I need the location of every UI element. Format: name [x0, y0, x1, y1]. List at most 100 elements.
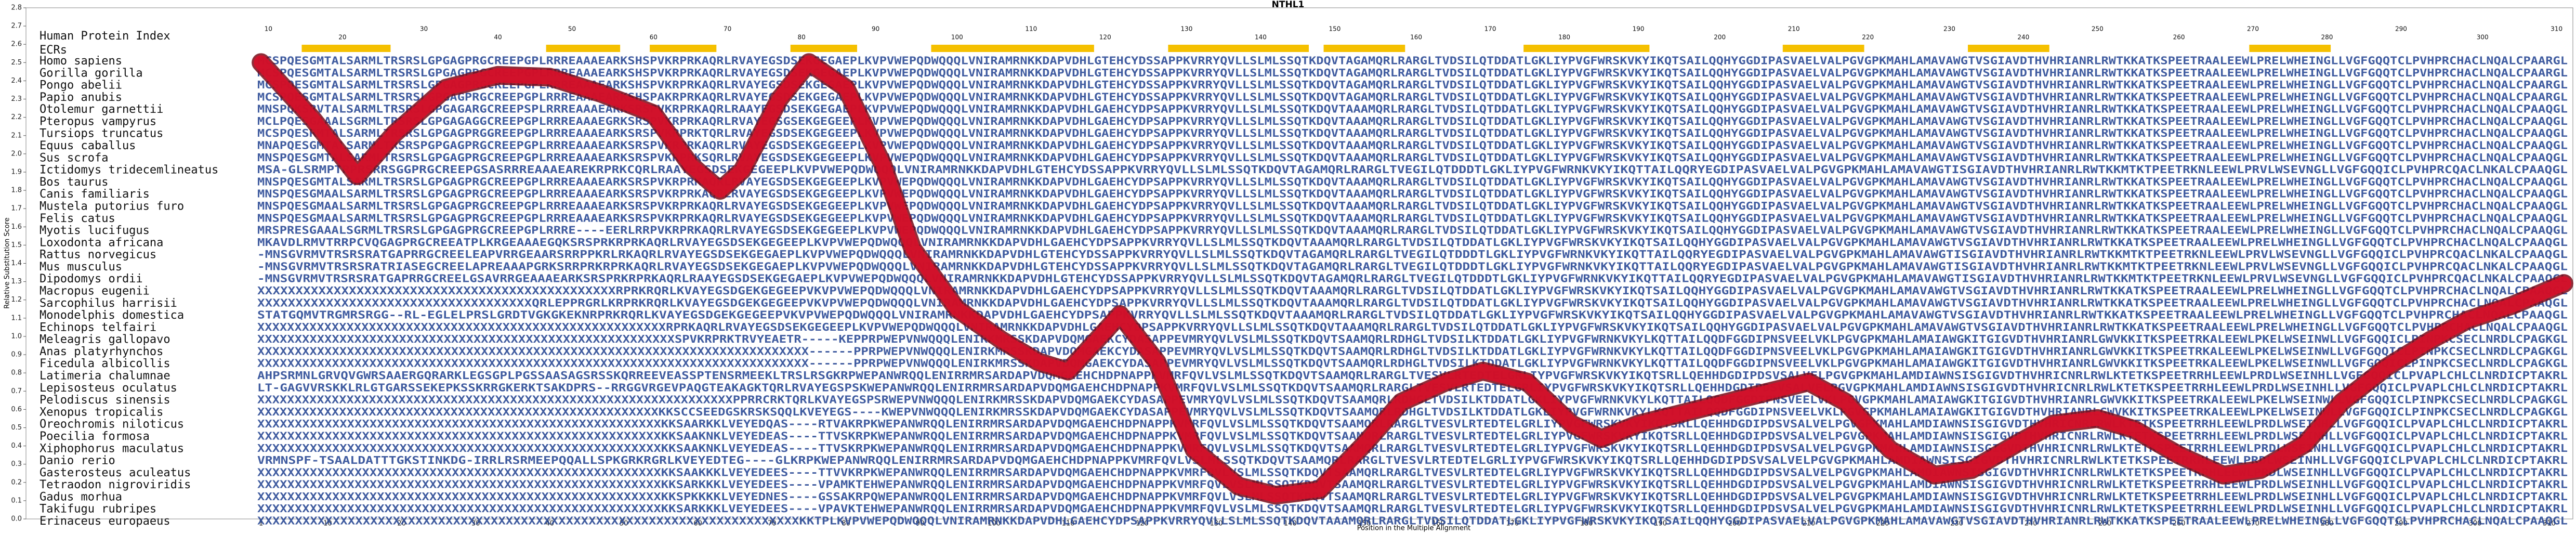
- human-index-number: 40: [494, 34, 502, 41]
- sequence: XXXXXXXXXXXXXXXXXXXXXXXXXXXXXXXXXXXXXXXX…: [257, 515, 2568, 527]
- species-label: Poecilia formosa: [40, 430, 150, 443]
- species-label: Mus musculus: [40, 261, 122, 274]
- species-label: Ictidomys tridecemlineatus: [40, 164, 218, 177]
- x-tick-label: 250: [2098, 520, 2111, 528]
- species-label: Danio rerio: [40, 454, 115, 467]
- x-tick-label: 80: [842, 520, 850, 528]
- species-label: Erinaceus europaeus: [40, 515, 170, 528]
- human-index-number: 190: [1633, 25, 1645, 33]
- species-label: Equus caballus: [40, 139, 136, 152]
- x-tick-label: 100: [988, 520, 1001, 528]
- x-tick-label: 170: [1506, 520, 1519, 528]
- chart-title: NTHL1: [1272, 0, 1305, 10]
- sequence: MNSPQESGMTALSARMLTRSRSLGPGAGPRGCREEPGPLR…: [257, 151, 2568, 164]
- human-index-number: 90: [872, 25, 879, 33]
- species-label: Oreochromis niloticus: [40, 418, 184, 431]
- species-label: Macropus eugenii: [40, 285, 150, 298]
- y-tick-label: 0.6: [11, 406, 22, 413]
- x-tick-label: 20: [398, 520, 406, 528]
- ecr-bar: [301, 45, 391, 52]
- y-tick-label: 1.1: [11, 314, 22, 322]
- sequence: AHPSRMNLGRVQVGWRSAAERGQRARKLEGSGPLPGSSAA…: [257, 369, 2568, 382]
- human-index-number: 30: [420, 25, 428, 33]
- human-index-number: 10: [265, 25, 272, 33]
- sequence: -MNSGVRMVTRSRSRATRIASEGCREELAPREAAAPGRKS…: [257, 260, 2568, 272]
- y-tick-label: 0.8: [11, 369, 22, 377]
- sequence: MNSPQESGMAALSARMLTRSRSLGPGAGPRGCREEPGPLR…: [257, 212, 2568, 224]
- sequence: MCSPQESRMTALSARMLTRSRSLGPGAGPRGGREEPGPLR…: [257, 127, 2568, 139]
- species-label: Takifugu rubripes: [40, 503, 156, 516]
- human-index-number: 130: [1181, 25, 1193, 33]
- sequence: XXXXXXXXXXXXXXXXXXXXXXXXXXXXXXXXXXXXXXXX…: [257, 406, 2568, 418]
- human-index-number: 50: [568, 25, 576, 33]
- species-label: Anas platyrhynchos: [40, 345, 163, 358]
- x-tick-label: 290: [2395, 520, 2408, 528]
- x-tick-label: 120: [1136, 520, 1149, 528]
- y-tick-label: 1.9: [11, 168, 22, 176]
- species-label: Latimeria chalumnae: [40, 370, 170, 383]
- y-tick-label: 2.1: [11, 132, 22, 139]
- y-tick-label: 0.4: [11, 442, 22, 450]
- x-tick-label: 300: [2469, 520, 2482, 528]
- species-label: Papio anubis: [40, 91, 122, 104]
- sequence: MNSPQESGMAALSARMLTRSRSLGPGAGPRGCREEPGPLR…: [257, 200, 2568, 212]
- y-tick-label: 1.7: [11, 205, 22, 213]
- species-label: Pelodiscus sinensis: [40, 394, 170, 407]
- y-axis-label: Relative Substitution Score: [4, 217, 11, 309]
- x-axis-label: Position in the Multiple Alignment: [1357, 525, 1471, 532]
- sequence: MCSPQESGMTALSARMLTRSRSLGPGAGPRGCREEPGPLR…: [257, 79, 2568, 91]
- species-label: Bos taurus: [40, 176, 108, 189]
- y-tick-label: 0.7: [11, 387, 22, 395]
- x-tick-label: 60: [693, 520, 702, 528]
- species-label: Tetraodon nigroviridis: [40, 478, 191, 491]
- sequence: XXXXXXXXXXXXXXXXXXXXXXXXXXXXXXXXXXXXXXXX…: [257, 430, 2568, 442]
- sequence: XXXXXXXXXXXXXXXXXXXXXXXXXXXXXXXXXXXXXXXX…: [257, 442, 2568, 454]
- sequence: XXXXXXXXXXXXXXXXXXXXXXXXXXXXXXXXXXXXXXXX…: [257, 284, 2568, 297]
- x-tick-label: 240: [2025, 520, 2038, 528]
- species-label: Otolemur garnettii: [40, 103, 163, 116]
- species-label: Felis catus: [40, 212, 115, 225]
- sequence: MNSPQESGMAALSARMLTRSRSLGPGAGPRGCREEPGPLR…: [257, 188, 2568, 200]
- species-label: Lepisosteus oculatus: [40, 382, 177, 395]
- species-label: Xenopus tropicalis: [40, 406, 163, 419]
- sequence: MKAVDLRMVTRRPCVQGAGPRGCREEATPLKRGEAAAEGQ…: [257, 236, 2568, 249]
- x-tick-label: 1: [259, 520, 263, 528]
- y-tick-label: 1.8: [11, 187, 22, 194]
- y-tick-label: 2.3: [11, 95, 22, 103]
- ecr-bar: [650, 45, 717, 52]
- human-index-number: 260: [2173, 34, 2185, 41]
- species-label: Homo sapiens: [40, 55, 122, 68]
- species-label: Loxodonta africana: [40, 236, 163, 249]
- x-tick-label: 220: [1876, 520, 1889, 528]
- human-index-number: 150: [1329, 25, 1340, 33]
- x-tick-label: 10: [323, 520, 332, 528]
- species-label: Mustela putorius furo: [40, 200, 184, 213]
- y-tick-label: 1.5: [11, 241, 22, 249]
- sequence: XXXXXXXXXXXXXXXXXXXXXXXXXXXXXXXXXXXXXXXX…: [257, 502, 2568, 515]
- sequence: XXXXXXXXXXXXXXXXXXXXXXXXXXXXXXXXXXXXXXXX…: [257, 333, 2568, 345]
- ecr-label: ECRs: [40, 44, 67, 57]
- human-index-number: 240: [2017, 34, 2029, 41]
- human-index-number: 250: [2092, 25, 2104, 33]
- sequence: XXXXXXXXXXXXXXXXXXXXXXXXXXXXXXXXXXXXQRLE…: [257, 296, 2568, 309]
- x-tick-label: 140: [1284, 520, 1297, 528]
- ecr-bar: [1323, 45, 1405, 52]
- human-index-number: 280: [2321, 34, 2333, 41]
- x-tick-label: 270: [2246, 520, 2259, 528]
- y-tick-label: 0.3: [11, 460, 22, 468]
- y-tick-label: 1.3: [11, 278, 22, 285]
- sequence: MCLPQESGAAALSGRMLTRSRSLGPGAGAGGCREEPGPLR…: [257, 115, 2568, 127]
- human-index-number: 230: [1943, 25, 1955, 33]
- x-tick-label: 40: [545, 520, 554, 528]
- species-label: Xiphophorus maculatus: [40, 442, 184, 455]
- y-tick-label: 2.7: [11, 22, 22, 30]
- ecr-bar: [1523, 45, 1650, 52]
- human-index-number: 200: [1714, 34, 1726, 41]
- x-tick-label: 190: [1654, 520, 1667, 528]
- ecr-bar: [1168, 45, 1309, 52]
- x-tick-label: 160: [1432, 520, 1445, 528]
- ecr-bar: [1968, 45, 2049, 52]
- sequence: XXXXXXXXXXXXXXXXXXXXXXXXXXXXXXXXXXXXXXXX…: [257, 466, 2568, 478]
- y-tick-label: 1.6: [11, 223, 22, 231]
- sequence: XXXXXXXXXXXXXXXXXXXXXXXXXXXXXXXXXXXXXXXX…: [257, 321, 2568, 333]
